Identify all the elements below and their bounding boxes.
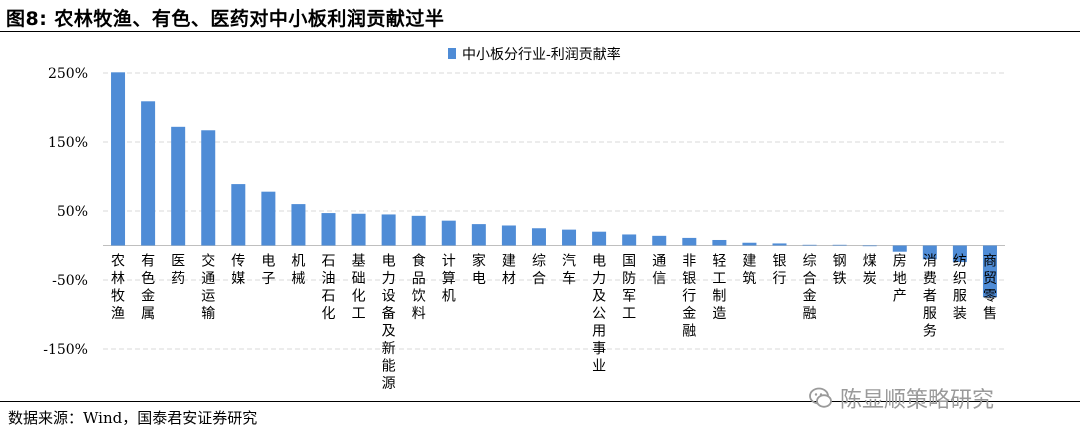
- y-tick-label: 150%: [48, 135, 88, 151]
- x-tick-label: 电子: [261, 254, 275, 288]
- x-tick-label: 家电: [472, 253, 486, 288]
- x-tick-label: 综合: [532, 254, 546, 288]
- title-rule: [0, 31, 1080, 32]
- x-tick-label: 农林牧渔: [111, 254, 125, 323]
- bar: [411, 215, 426, 246]
- source-note: 数据来源：Wind，国泰君安证券研究: [8, 409, 258, 427]
- x-tick-label: 房地产: [893, 254, 907, 305]
- x-tick-label: 医药: [171, 254, 185, 288]
- x-tick-label: 建材: [502, 254, 516, 288]
- bar: [321, 213, 336, 246]
- y-tick-label: 250%: [48, 66, 88, 82]
- x-tick-label: 煤炭: [863, 254, 877, 288]
- bar: [291, 204, 306, 246]
- x-tick-label: 计算机: [442, 254, 456, 305]
- bar: [141, 101, 156, 246]
- bar: [471, 224, 486, 246]
- bar-chart: 中小板分行业-利润贡献率 250% 150% 50% -50% -150% 农林牧渔 有色金属…: [43, 46, 1005, 393]
- legend-label: 中小板分行业-利润贡献率: [462, 46, 621, 63]
- wechat-icon: [809, 387, 832, 408]
- bar: [562, 229, 577, 246]
- source-rule: [0, 401, 1080, 402]
- bar: [952, 245, 967, 263]
- bar: [261, 191, 276, 246]
- x-tick-label: 纺织服装: [953, 254, 967, 323]
- x-tick-label: 石油石化: [322, 254, 336, 323]
- x-tick-label: 国防军工: [622, 254, 636, 323]
- y-tick-label: -50%: [52, 273, 88, 289]
- x-tick-label: 综合金融: [803, 254, 817, 323]
- x-tick-label: 食品饮料: [412, 253, 426, 323]
- bar: [772, 243, 787, 246]
- bar: [441, 220, 456, 246]
- x-tick-label: 机械: [291, 254, 305, 288]
- x-tick-label: 电力及公用事业: [592, 254, 606, 375]
- watermark: 陈显顺策略研究: [808, 383, 994, 413]
- bar: [111, 72, 126, 246]
- x-tick-label: 汽车: [562, 254, 576, 288]
- bar: [171, 126, 186, 246]
- legend-swatch: [448, 48, 456, 59]
- bar: [802, 244, 817, 246]
- bar: [832, 244, 847, 246]
- bar: [201, 130, 216, 246]
- bar: [892, 245, 907, 252]
- x-tick-label: 传媒: [231, 254, 245, 288]
- y-tick-label: 50%: [57, 204, 88, 220]
- bar: [501, 225, 516, 246]
- x-tick-label: 有色金属: [141, 254, 155, 323]
- bar: [351, 213, 366, 246]
- x-tick-label: 通信: [652, 254, 666, 288]
- bar: [592, 231, 607, 246]
- x-tick-label: 电力设备及新能源: [382, 254, 396, 393]
- x-tick-label: 基础化工: [352, 253, 366, 323]
- bar: [231, 184, 246, 246]
- x-tick-label: 银行: [773, 254, 787, 288]
- y-tick-label: -150%: [43, 342, 88, 358]
- bar: [622, 234, 637, 246]
- x-tick-label: 交通运输: [201, 253, 215, 323]
- bar: [922, 245, 937, 260]
- watermark-text: 陈显顺策略研究: [840, 388, 995, 413]
- bar: [652, 235, 667, 246]
- bar: [682, 237, 697, 246]
- figure-title: 图8: 农林牧渔、有色、医药对中小板利润贡献过半: [6, 8, 445, 30]
- bar: [531, 228, 546, 246]
- bar: [742, 242, 757, 246]
- x-tick-label: 非银行金融: [682, 254, 696, 340]
- x-tick-label: 钢铁: [833, 254, 847, 288]
- x-tick-label: 轻工制造: [712, 254, 726, 323]
- bar: [982, 245, 997, 298]
- bar: [712, 239, 727, 246]
- x-tick-label: 消费者服务: [923, 254, 937, 340]
- bar: [862, 245, 877, 247]
- bar: [381, 214, 396, 246]
- x-tick-label: 商贸零售: [983, 254, 997, 323]
- x-tick-label: 建筑: [742, 254, 756, 288]
